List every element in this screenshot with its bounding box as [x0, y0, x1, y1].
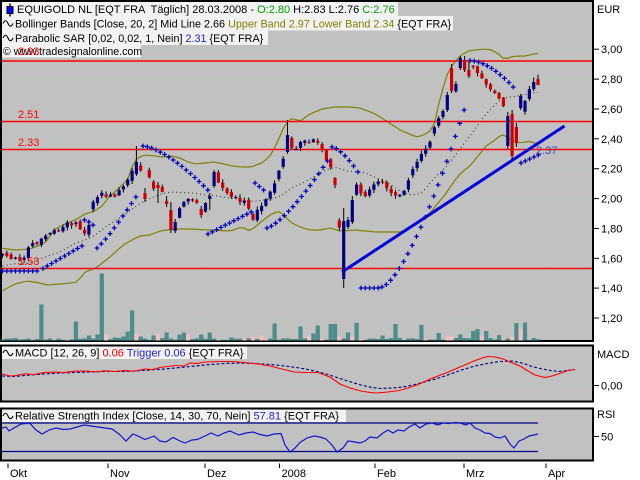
svg-text:2,60: 2,60: [601, 104, 622, 116]
svg-text:2008: 2008: [282, 468, 306, 480]
svg-text:0,00: 0,00: [601, 381, 622, 393]
svg-text:MACD [12, 26, 9] 0.06 Trigger: MACD [12, 26, 9] 0.06 Trigger 0.06 {EQT …: [15, 348, 244, 360]
svg-text:Bollinger Bands [Close, 20, 2]: Bollinger Bands [Close, 20, 2] Mid Line …: [15, 19, 452, 31]
svg-text:Relative Strength Index [Close: Relative Strength Index [Close, 14, 30, …: [15, 411, 339, 423]
svg-text:1.53: 1.53: [18, 256, 39, 268]
svg-text:Nov: Nov: [110, 468, 130, 480]
svg-text:Dez: Dez: [207, 468, 227, 480]
svg-text:1,20: 1,20: [601, 313, 622, 325]
svg-text:RSI: RSI: [597, 409, 615, 421]
svg-text:Feb: Feb: [377, 468, 396, 480]
svg-text:2.33: 2.33: [18, 137, 39, 149]
svg-text:MACD: MACD: [597, 349, 629, 361]
svg-text:2,80: 2,80: [601, 74, 622, 86]
svg-text:50: 50: [601, 432, 613, 444]
svg-text:2.51: 2.51: [18, 109, 39, 121]
svg-text:2,00: 2,00: [601, 194, 622, 206]
svg-text:EQUIGOLD NL [EQT FRA Täglich]: EQUIGOLD NL [EQT FRA Täglich] 28.03.2008…: [17, 4, 395, 16]
svg-text:1,40: 1,40: [601, 283, 622, 295]
svg-text:2.93: 2.93: [18, 46, 39, 58]
svg-text:2.37: 2.37: [536, 145, 557, 157]
svg-text:EUR: EUR: [597, 4, 620, 16]
svg-text:1,60: 1,60: [601, 253, 622, 265]
svg-text:Parabolic SAR [0,02, 0,02, 1,: Parabolic SAR [0,02, 0,02, 1, Nein] 2.31…: [15, 33, 264, 45]
svg-text:Okt: Okt: [10, 468, 27, 480]
svg-text:© www.tradesignalonline.com: © www.tradesignalonline.com: [3, 46, 142, 58]
svg-text:2,40: 2,40: [601, 134, 622, 146]
svg-text:Mrz: Mrz: [466, 468, 484, 480]
svg-text:1,80: 1,80: [601, 223, 622, 235]
svg-text:2,20: 2,20: [601, 164, 622, 176]
svg-text:3,00: 3,00: [601, 44, 622, 56]
svg-text:Apr: Apr: [548, 468, 565, 480]
